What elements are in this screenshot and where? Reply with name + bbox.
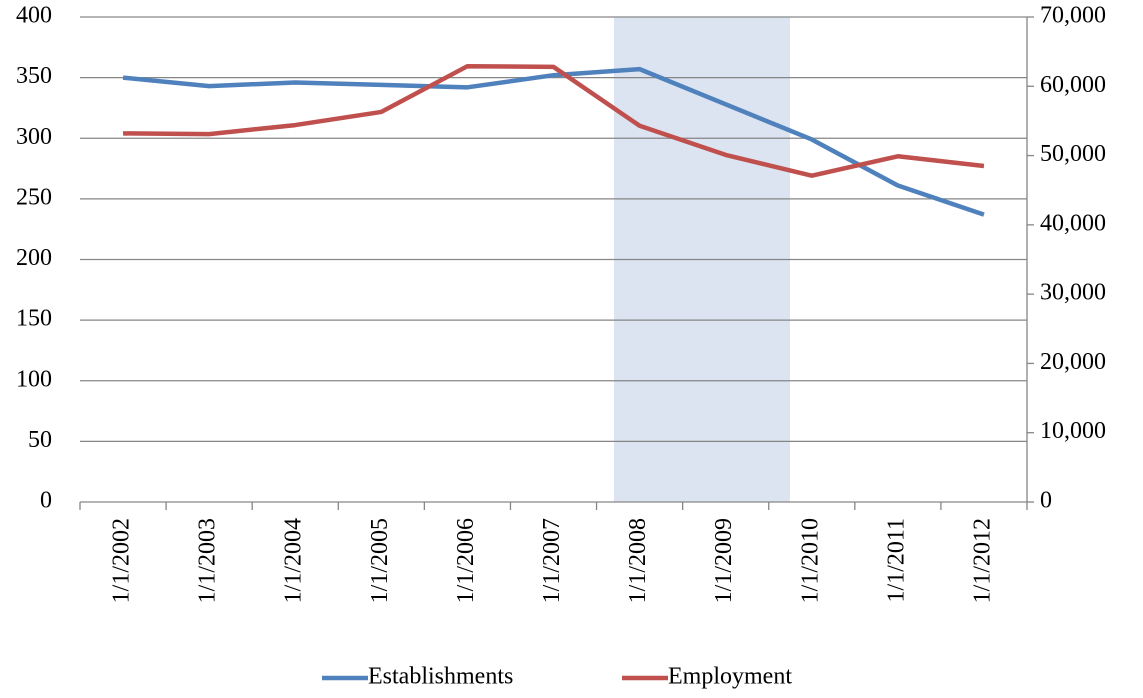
y-tick-label: 400 <box>16 3 52 29</box>
y-tick-label: 0 <box>40 488 52 514</box>
y2-tick-label: 70,000 <box>1040 3 1106 29</box>
y-tick-label: 300 <box>16 124 52 150</box>
legend-label: Establishments <box>368 664 513 690</box>
x-tick-label: 1/1/2002 <box>109 518 135 603</box>
y-tick-label: 50 <box>28 427 52 453</box>
y2-tick-label: 60,000 <box>1040 72 1106 98</box>
y-tick-label: 150 <box>16 306 52 332</box>
x-tick-label: 1/1/2008 <box>625 518 651 603</box>
y2-tick-label: 40,000 <box>1040 210 1106 236</box>
legend-label: Employment <box>668 664 792 690</box>
x-tick-label: 1/1/2011 <box>883 518 909 602</box>
x-tick-label: 1/1/2010 <box>797 518 823 603</box>
y2-tick-label: 50,000 <box>1040 141 1106 167</box>
x-tick-label: 1/1/2003 <box>195 518 221 603</box>
y2-tick-label: 30,000 <box>1040 280 1106 306</box>
x-tick-label: 1/1/2012 <box>969 518 995 603</box>
series-line <box>122 66 985 217</box>
y-tick-label: 350 <box>16 63 52 89</box>
x-tick-label: 1/1/2007 <box>539 518 565 603</box>
x-tick-label: 1/1/2006 <box>453 518 479 603</box>
y-tick-label: 250 <box>16 184 52 210</box>
y-tick-label: 100 <box>16 366 52 392</box>
y2-tick-label: 0 <box>1040 488 1052 514</box>
x-tick-label: 1/1/2004 <box>281 518 307 603</box>
x-tick-label: 1/1/2009 <box>711 518 737 603</box>
x-tick-label: 1/1/2005 <box>367 518 393 603</box>
y2-tick-label: 10,000 <box>1040 418 1106 444</box>
series-line <box>123 63 985 178</box>
y2-tick-label: 20,000 <box>1040 349 1106 375</box>
y-tick-label: 200 <box>16 245 52 271</box>
